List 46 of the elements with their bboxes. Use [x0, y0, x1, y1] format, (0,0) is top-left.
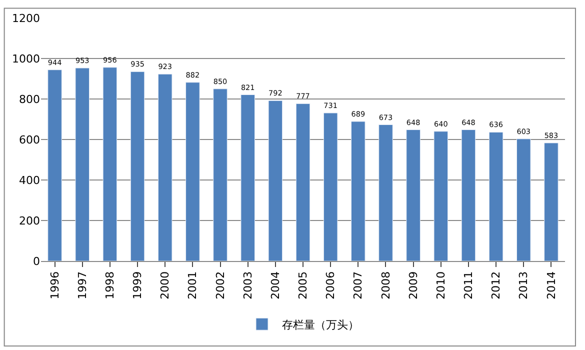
x-tick-label: 2000	[158, 271, 172, 300]
bar	[102, 67, 118, 261]
bar	[240, 94, 255, 261]
y-tick-label: 0	[33, 254, 40, 268]
x-tick-label: 1999	[131, 271, 144, 300]
x-tick-label: 1998	[104, 271, 117, 300]
legend-label: 存栏量（万头）	[282, 318, 359, 332]
x-tick-label: 2003	[241, 271, 254, 300]
x-tick-label: 2005	[296, 271, 310, 300]
bar	[186, 82, 200, 261]
bar	[268, 100, 283, 261]
y-tick-label: 800	[19, 92, 40, 106]
bar	[323, 112, 338, 261]
y-tick-label: 400	[19, 174, 40, 187]
x-tick-label: 2009	[406, 271, 420, 300]
bar	[544, 142, 558, 261]
x-tick-label: 2014	[544, 271, 558, 300]
x-tick-label: 2004	[268, 271, 282, 300]
bar	[130, 71, 145, 261]
bar	[351, 121, 366, 261]
x-tick-label: 2013	[517, 271, 530, 300]
x-tick-label: 2007	[352, 271, 365, 300]
x-tick-label: 2011	[462, 271, 476, 300]
bar	[213, 88, 228, 261]
bar	[48, 70, 62, 261]
bar	[378, 124, 393, 261]
bar	[488, 132, 504, 261]
bar	[434, 131, 448, 261]
bar	[461, 130, 476, 261]
x-tick-label: 2006	[324, 271, 338, 300]
y-tick-label: 1000	[12, 52, 40, 66]
bar	[75, 68, 90, 261]
bar	[406, 130, 420, 261]
x-tick-label: 1997	[76, 271, 89, 300]
x-tick-label: 2002	[214, 271, 227, 300]
y-tick-label: 200	[19, 214, 40, 228]
x-tick-label: 1996	[48, 271, 62, 300]
bar	[296, 103, 310, 261]
y-tick-label: 1200	[12, 12, 40, 25]
bar	[516, 138, 531, 261]
x-tick-label: 2001	[186, 271, 200, 300]
x-tick-label: 2008	[379, 271, 392, 300]
bar	[158, 74, 172, 261]
x-tick-label: 2012	[490, 271, 503, 300]
y-tick-label: 600	[19, 133, 40, 146]
x-tick-label: 2010	[434, 271, 448, 300]
